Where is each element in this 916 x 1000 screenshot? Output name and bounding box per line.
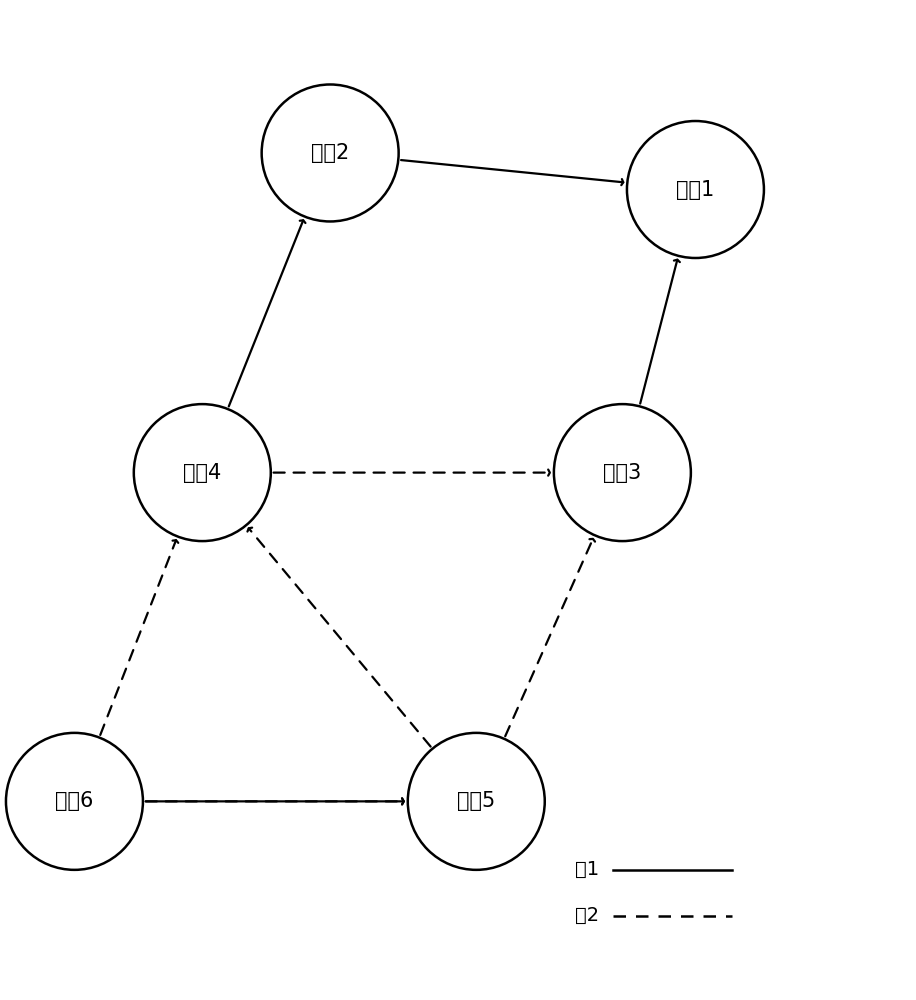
Circle shape <box>554 404 691 541</box>
Text: 节点4: 节点4 <box>183 463 222 483</box>
Circle shape <box>408 733 545 870</box>
Text: 节点1: 节点1 <box>676 180 714 200</box>
Circle shape <box>627 121 764 258</box>
Circle shape <box>6 733 143 870</box>
Text: 节点3: 节点3 <box>604 463 641 483</box>
Text: 线2: 线2 <box>575 906 600 925</box>
Text: 节点5: 节点5 <box>457 791 496 811</box>
Text: 线1: 线1 <box>575 860 600 879</box>
Text: 节点6: 节点6 <box>55 791 93 811</box>
Text: 节点2: 节点2 <box>311 143 349 163</box>
Circle shape <box>134 404 271 541</box>
Circle shape <box>262 84 398 221</box>
